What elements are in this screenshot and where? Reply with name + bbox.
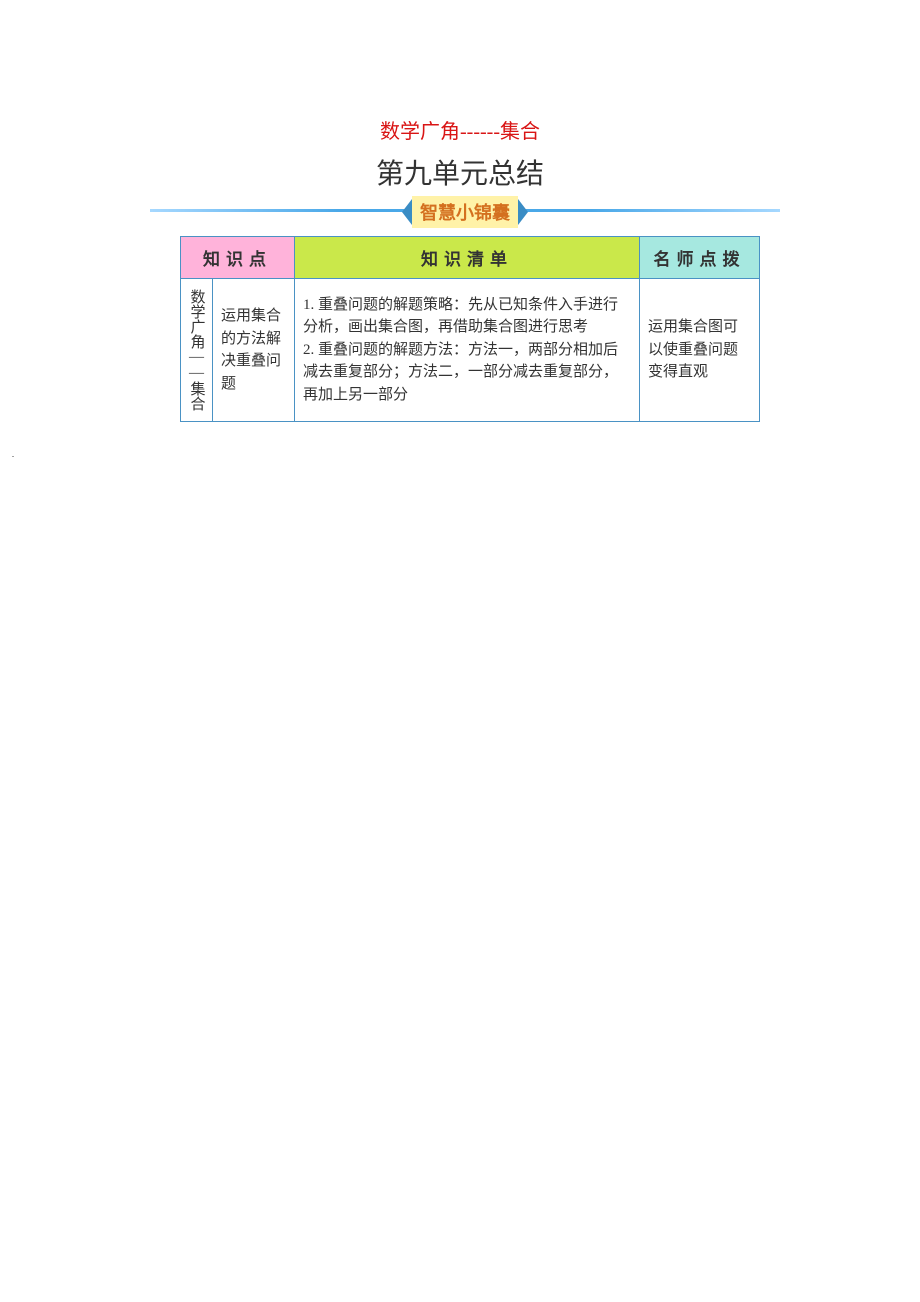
banner-label-text: 智慧小锦囊 [412, 196, 518, 228]
header-teacher-tip: 名师点拨 [640, 237, 760, 279]
header-knowledge-point: 知识点 [181, 237, 295, 279]
table-header-row: 知识点 知识清单 名师点拨 [181, 237, 760, 279]
cell-knowledge-list: 1. 重叠问题的解题策略：先从已知条件入手进行分析，画出集合图，再借助集合图进行… [295, 279, 640, 422]
table-row: 数学广角——集合 运用集合的方法解决重叠问题 1. 重叠问题的解题策略：先从已知… [181, 279, 760, 422]
header-knowledge-list: 知识清单 [295, 237, 640, 279]
banner-arrow-right-icon [518, 199, 528, 225]
unit-summary-title: 第九单元总结 [0, 152, 920, 192]
cell-teacher-tip: 运用集合图可以使重叠问题变得直观 [640, 279, 760, 422]
document-red-title: 数学广角------集合 [0, 115, 920, 144]
wisdom-banner: 智慧小锦囊 [150, 196, 780, 226]
cell-topic-vertical: 数学广角——集合 [181, 279, 213, 422]
banner-arrow-left-icon [402, 199, 412, 225]
banner-label-wrap: 智慧小锦囊 [402, 196, 528, 228]
stray-dot: . [12, 450, 14, 459]
cell-subtopic: 运用集合的方法解决重叠问题 [213, 279, 295, 422]
knowledge-table: 知识点 知识清单 名师点拨 数学广角——集合 运用集合的方法解决重叠问题 1. … [180, 236, 760, 422]
document-page: 数学广角------集合 第九单元总结 智慧小锦囊 知识点 知识清单 名师点拨 … [0, 0, 920, 422]
